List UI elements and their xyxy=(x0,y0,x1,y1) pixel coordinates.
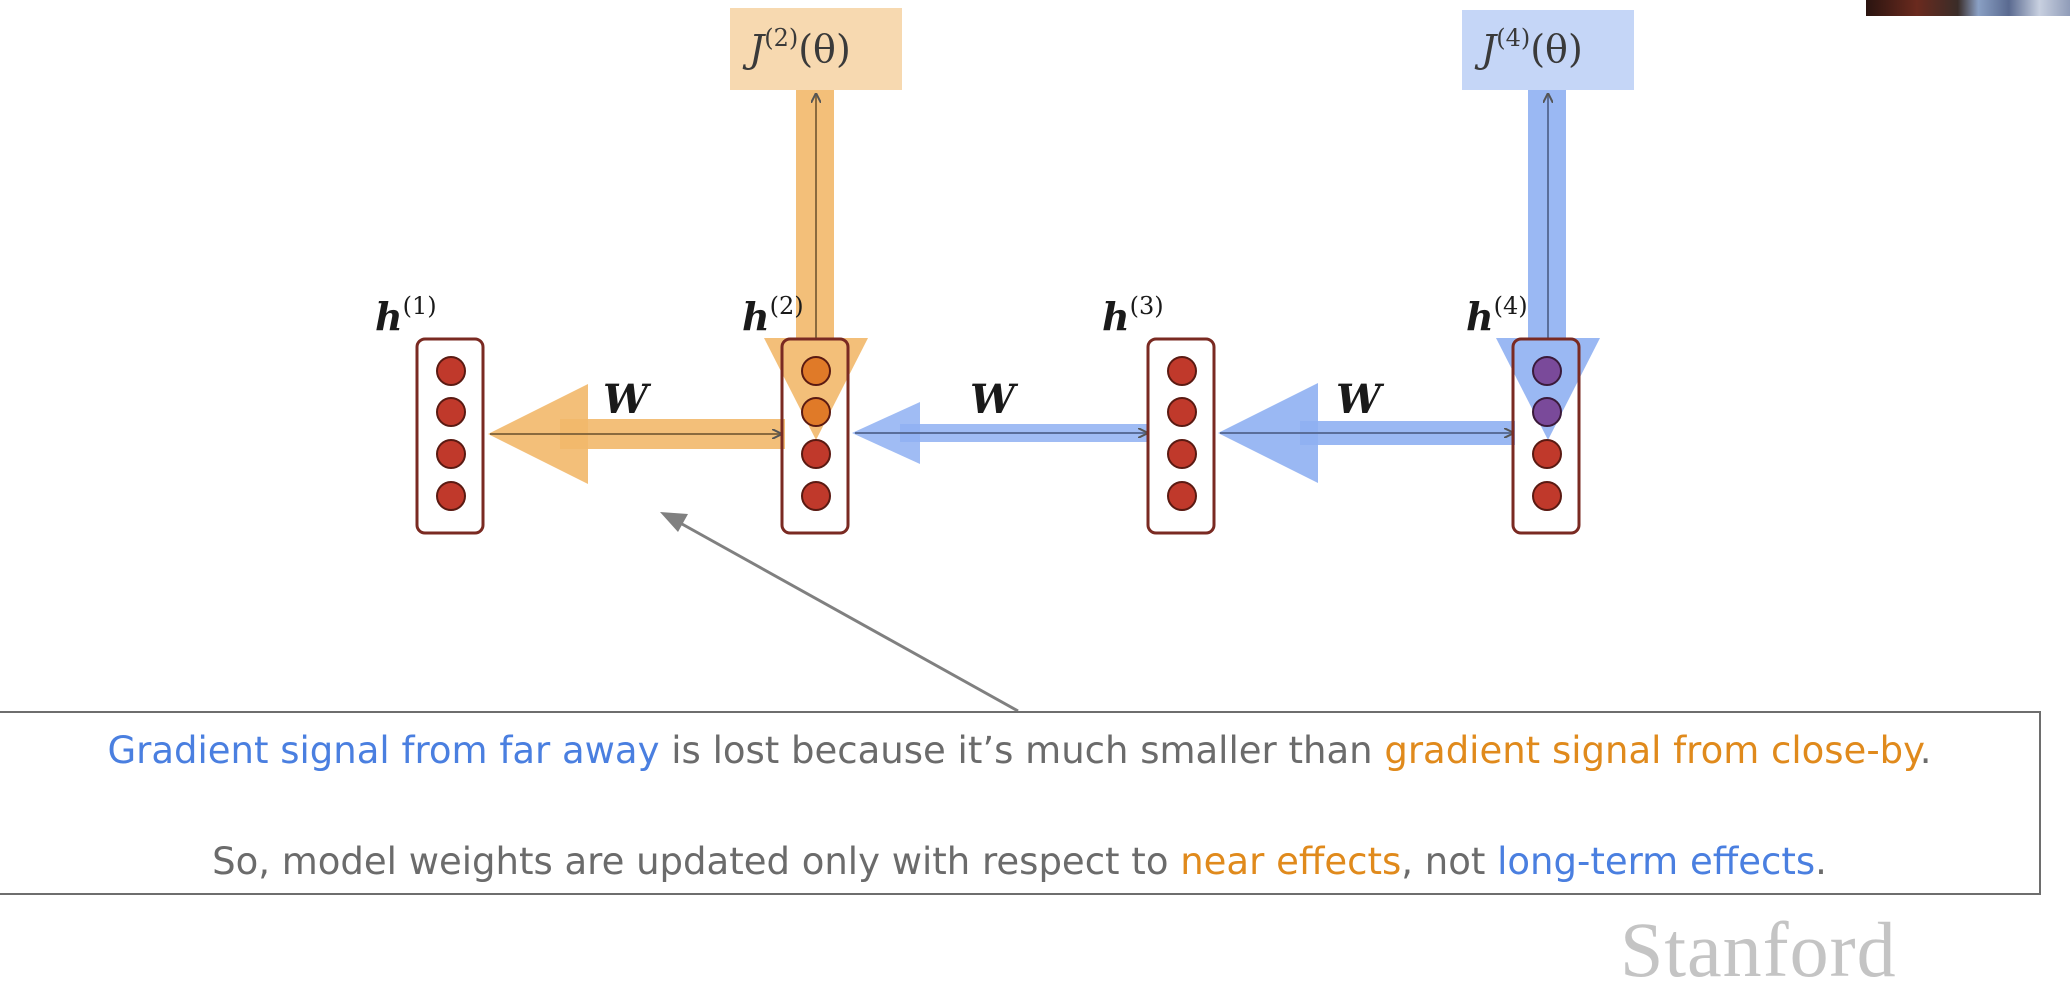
far-gradient-text: Gradient signal from far away xyxy=(107,729,660,772)
loss-box-j4 xyxy=(1462,10,1634,90)
loss-label-j2: J(2)(θ) xyxy=(742,24,851,71)
node-label-h2: h(2) xyxy=(742,292,804,339)
caption-text: So, model weights are updated only with … xyxy=(212,840,1181,883)
hidden-state-h2 xyxy=(780,337,850,535)
caption-period: . xyxy=(1815,840,1827,883)
stanford-logo: Stanford xyxy=(1620,906,1897,993)
hidden-state-h3 xyxy=(1146,337,1216,535)
caption-line-1: Gradient signal from far away is lost be… xyxy=(0,729,2039,772)
node-label-h3: h(3) xyxy=(1102,292,1164,339)
close-gradient-text: gradient signal from close-by xyxy=(1384,729,1920,772)
pointer-arrow xyxy=(663,512,1019,713)
caption-box: Gradient signal from far away is lost be… xyxy=(0,711,2041,895)
loss-box-j2 xyxy=(730,8,902,90)
caption-text: , not xyxy=(1401,840,1498,883)
weight-label-w2: W xyxy=(970,376,1019,423)
gradient-arrow-j4-head xyxy=(1496,338,1600,440)
weight-label-w3: W xyxy=(1336,376,1385,423)
caption-period: . xyxy=(1919,729,1932,772)
long-term-effects-text: long-term effects xyxy=(1497,840,1816,883)
node-label-h1: h(1) xyxy=(375,292,437,339)
hidden-state-h1 xyxy=(415,337,485,535)
near-effects-text: near effects xyxy=(1180,840,1402,883)
caption-text: is lost because it’s much smaller than xyxy=(659,729,1385,772)
weight-label-w1: W xyxy=(603,376,652,423)
gradient-arrow-j2-head xyxy=(764,338,868,440)
hidden-state-h4 xyxy=(1511,337,1581,535)
webcam-thumbnail xyxy=(1866,0,2070,16)
caption-line-2: So, model weights are updated only with … xyxy=(0,840,2039,883)
node-label-h4: h(4) xyxy=(1466,292,1528,339)
pointer-arrow-head xyxy=(660,512,688,532)
